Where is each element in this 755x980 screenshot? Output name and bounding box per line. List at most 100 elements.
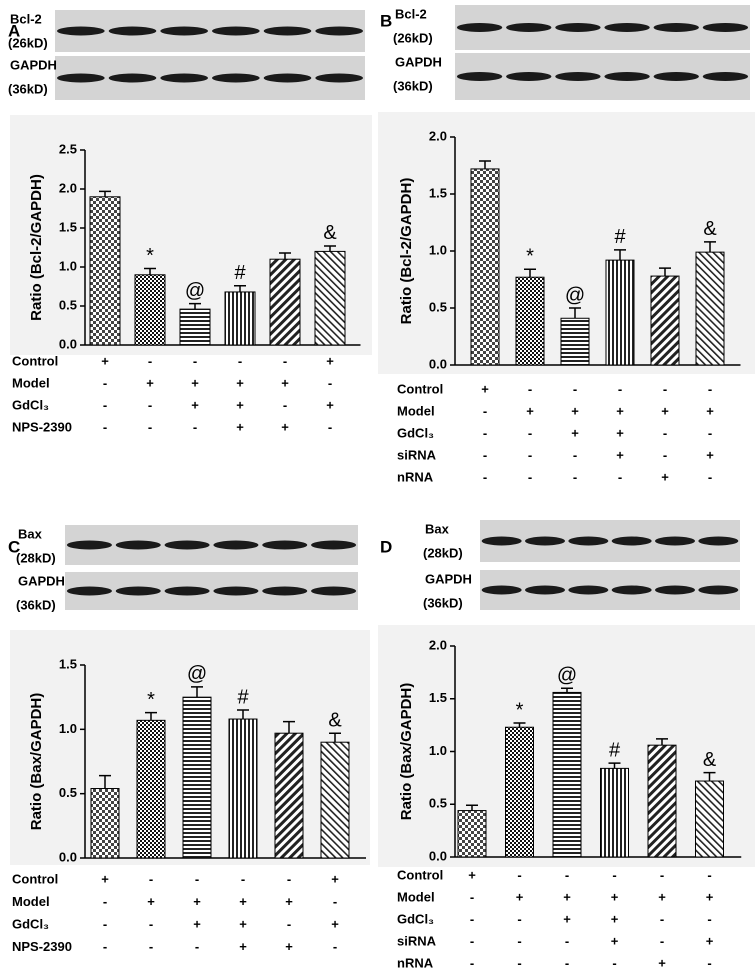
blot-band [263, 26, 312, 36]
condition-name: Model [397, 403, 435, 418]
blot-band [108, 26, 157, 36]
condition-sign: - [612, 955, 616, 970]
bar [179, 308, 211, 346]
condition-sign: + [101, 871, 109, 886]
blot-label: Bcl-2 [395, 6, 427, 21]
blot-band [311, 540, 357, 550]
y-tick-label: 1.0 [429, 743, 447, 758]
condition-sign: - [287, 916, 291, 931]
condition-sign: - [283, 353, 287, 368]
bar [134, 274, 166, 346]
y-tick-label: 0.5 [59, 297, 77, 312]
y-tick-label: 1.5 [59, 656, 77, 671]
condition-sign: + [611, 911, 619, 926]
significance-mark: & [323, 222, 337, 244]
condition-sign: - [287, 871, 291, 886]
condition-sign: + [191, 375, 199, 390]
y-tick-label: 0.0 [429, 356, 447, 371]
condition-sign: - [241, 871, 245, 886]
condition-sign: - [565, 867, 569, 882]
blot-label: Bax [18, 526, 43, 541]
significance-mark: & [328, 709, 342, 731]
condition-name: nRNA [397, 469, 434, 484]
blot-band [702, 23, 749, 32]
y-tick-label: 2.0 [429, 637, 447, 652]
blot-band [164, 540, 210, 550]
significance-mark: * [526, 246, 534, 268]
condition-name: GdCl₃ [12, 916, 49, 931]
condition-sign: + [285, 939, 293, 954]
error-bar [237, 709, 249, 720]
condition-sign: + [706, 403, 714, 418]
condition-sign: - [103, 939, 107, 954]
condition-sign: - [517, 911, 521, 926]
blot-size: (36kD) [16, 597, 56, 612]
blot-band [66, 540, 112, 550]
condition-name: Model [12, 375, 50, 390]
blot-band [160, 73, 209, 83]
condition-sign: - [195, 871, 199, 886]
bar [457, 810, 487, 858]
bar [269, 258, 301, 346]
blot-strip [55, 56, 365, 100]
condition-sign: - [663, 447, 667, 462]
condition-sign: + [658, 955, 666, 970]
condition-sign: - [148, 397, 152, 412]
condition-sign: - [517, 955, 521, 970]
error-bar [659, 267, 671, 277]
blot-band [315, 73, 364, 83]
blot-strip [65, 525, 358, 565]
significance-mark: # [609, 739, 621, 761]
condition-name: GdCl₃ [397, 911, 434, 926]
error-bar [145, 711, 157, 721]
condition-sign: + [326, 397, 334, 412]
condition-sign: + [616, 403, 624, 418]
y-tick-label: 0.0 [429, 848, 447, 863]
condition-sign: + [101, 353, 109, 368]
condition-sign: + [281, 375, 289, 390]
y-axis-label: Ratio (Bax/GAPDH) [398, 683, 415, 821]
y-tick-label: 0.5 [59, 785, 77, 800]
condition-sign: + [281, 419, 289, 434]
y-axis-label: Ratio (Bax/GAPDH) [28, 693, 45, 831]
bar [89, 196, 121, 346]
condition-sign: - [707, 955, 711, 970]
blot-band [481, 585, 522, 595]
blot-label: GAPDH [10, 57, 57, 72]
condition-sign: + [468, 867, 476, 882]
significance-mark: @ [565, 284, 585, 306]
condition-sign: - [193, 419, 197, 434]
bar [600, 767, 629, 858]
blot-band [262, 586, 308, 596]
condition-sign: + [236, 397, 244, 412]
condition-sign: - [618, 469, 622, 484]
condition-sign: - [149, 871, 153, 886]
blot-band [568, 536, 609, 546]
bar [470, 168, 500, 366]
condition-sign: + [285, 894, 293, 909]
blot-band [604, 72, 650, 81]
condition-sign: + [563, 889, 571, 904]
condition-sign: - [103, 894, 107, 909]
condition-sign: - [328, 375, 332, 390]
condition-sign: - [573, 381, 577, 396]
condition-name: Model [12, 894, 50, 909]
condition-sign: - [333, 939, 337, 954]
condition-sign: - [517, 867, 521, 882]
blot-band [568, 585, 609, 595]
significance-mark: @ [185, 280, 205, 302]
condition-sign: - [483, 403, 487, 418]
blot-label: Bax [425, 521, 450, 536]
blot-band [211, 26, 260, 36]
bar [224, 291, 256, 346]
blot-strip [455, 5, 750, 50]
condition-sign: - [528, 425, 532, 440]
error-bar [279, 252, 291, 260]
condition-sign: - [103, 916, 107, 931]
y-tick-label: 1.0 [59, 258, 77, 273]
blot-size: (36kD) [393, 78, 433, 93]
condition-sign: + [239, 894, 247, 909]
condition-sign: - [707, 911, 711, 926]
error-bar [704, 241, 716, 253]
blot-size: (36kD) [423, 595, 463, 610]
